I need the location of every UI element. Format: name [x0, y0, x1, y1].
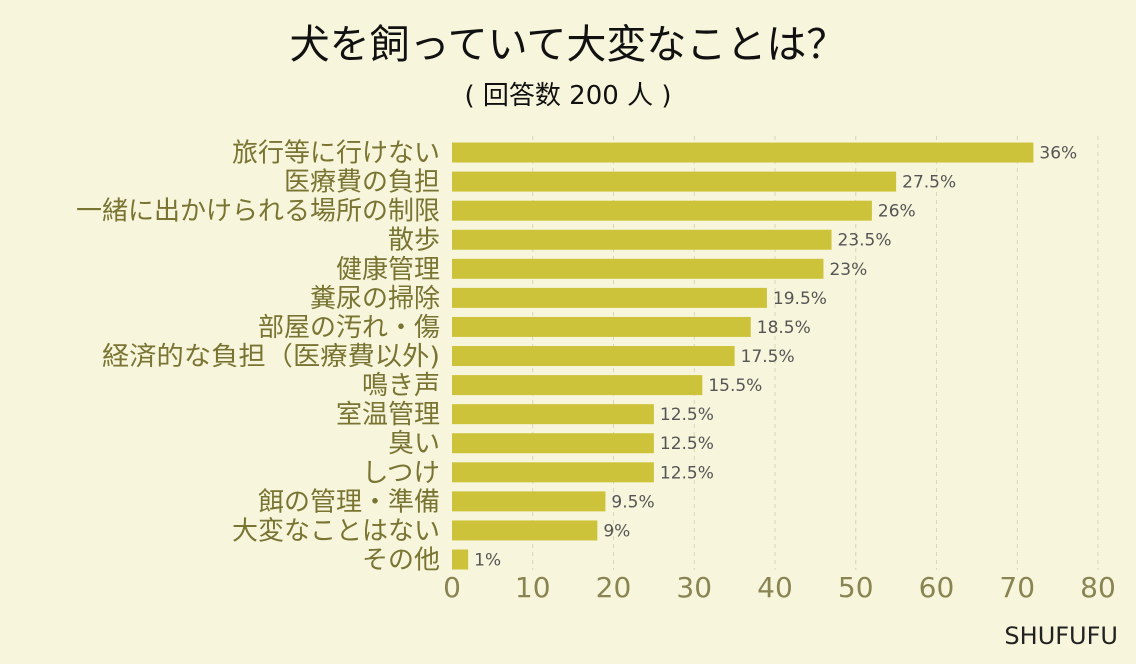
data-label: 18.5%	[757, 318, 811, 338]
bar	[452, 229, 832, 250]
bar	[452, 491, 606, 512]
bar	[452, 171, 897, 192]
data-label: 12.5%	[660, 463, 714, 483]
bar	[452, 287, 767, 308]
bar	[452, 549, 469, 570]
x-tick-label: 80	[1080, 571, 1116, 604]
data-label: 9%	[603, 521, 630, 541]
category-label: 餌の管理・準備	[258, 487, 440, 517]
data-label: 36%	[1039, 144, 1077, 164]
category-labels: 旅行等に行けない医療費の負担一緒に出かけられる場所の制限散歩健康管理糞尿の掃除部…	[76, 139, 440, 576]
category-label: その他	[362, 546, 440, 576]
category-label: 旅行等に行けない	[232, 139, 440, 169]
bar	[452, 316, 751, 337]
bar	[452, 462, 654, 483]
data-label: 12.5%	[660, 405, 714, 425]
category-label: 経済的な負担（医療費以外)	[102, 342, 440, 372]
category-label: 部屋の汚れ・傷	[258, 313, 440, 343]
bar	[452, 142, 1034, 163]
data-labels: 36% 27.5% 26% 23.5% 23%19.5% 18.5% 17.5% 15.5% 1…	[474, 144, 1077, 571]
bar	[452, 258, 824, 279]
data-label: 17.5%	[741, 347, 795, 367]
chart-subtitle: ( 回答数 200 人 )	[465, 81, 672, 111]
category-label: 大変なことはない	[232, 516, 440, 546]
brand-logo: SHUFUFU	[1004, 622, 1118, 650]
category-label: 糞尿の掃除	[310, 284, 440, 314]
bars	[452, 142, 1034, 570]
bar	[452, 200, 872, 221]
bar	[452, 375, 703, 396]
category-label: 室温管理	[336, 400, 440, 430]
x-tick-label: 70	[999, 571, 1035, 604]
category-label: 鳴き声	[362, 371, 440, 401]
bar	[452, 433, 654, 454]
category-label: 健康管理	[336, 255, 440, 285]
data-label: 23%	[829, 260, 867, 280]
data-label: 27.5%	[902, 173, 956, 193]
x-tick-label: 30	[676, 571, 712, 604]
category-label: 臭い	[388, 429, 440, 459]
bar	[452, 404, 654, 425]
bar	[452, 520, 598, 541]
x-tick-label: 10	[515, 571, 551, 604]
x-tick-label: 50	[838, 571, 874, 604]
data-label: 1%	[474, 551, 501, 571]
x-axis-ticks: 0 10 20 30 40 50 60 70 80	[443, 571, 1116, 604]
x-tick-label: 0	[443, 571, 461, 604]
category-label: 医療費の負担	[284, 168, 440, 198]
data-label: 9.5%	[611, 492, 654, 512]
x-tick-label: 40	[757, 571, 793, 604]
x-tick-label: 60	[919, 571, 955, 604]
category-label: しつけ	[362, 458, 440, 488]
data-label: 26%	[878, 202, 916, 222]
bar	[452, 346, 735, 367]
data-label: 12.5%	[660, 434, 714, 454]
chart-title: 犬を飼っていて大変なことは？	[290, 22, 847, 68]
data-label: 23.5%	[838, 231, 892, 251]
category-label: 散歩	[388, 226, 440, 256]
category-label: 一緒に出かけられる場所の制限	[76, 197, 440, 227]
data-label: 15.5%	[708, 376, 762, 396]
data-label: 19.5%	[773, 289, 827, 309]
x-tick-label: 20	[596, 571, 632, 604]
